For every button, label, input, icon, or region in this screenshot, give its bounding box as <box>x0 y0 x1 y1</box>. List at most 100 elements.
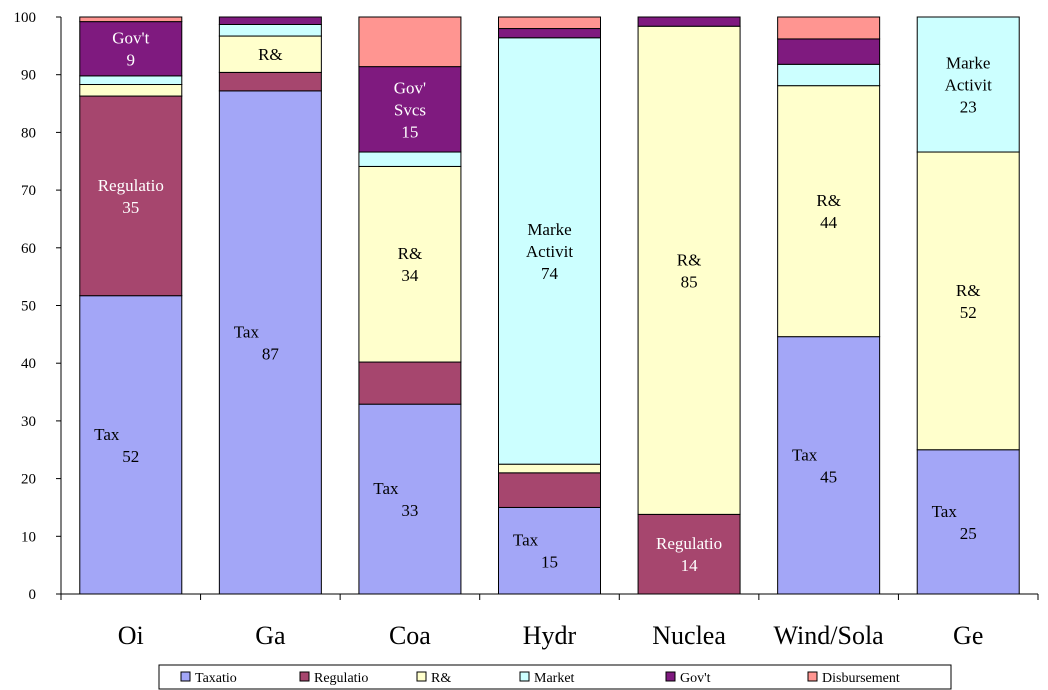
data-label: 25 <box>960 524 977 543</box>
data-label: Svcs <box>394 100 426 119</box>
data-label: Marke <box>527 220 571 239</box>
legend-label: Taxatio <box>195 671 237 686</box>
data-label: 9 <box>127 51 136 70</box>
bar-segment <box>79 16 183 23</box>
x-category-label: Oi <box>118 621 144 650</box>
bar-segment <box>916 151 1020 451</box>
bar-segment <box>498 463 601 474</box>
data-label: 33 <box>401 501 418 520</box>
y-tick-label: 90 <box>21 68 36 84</box>
bar-segment <box>218 71 322 92</box>
data-label: Tax <box>932 502 958 521</box>
y-tick-label: 50 <box>21 299 36 315</box>
data-label: Tax <box>373 479 399 498</box>
bar-segment <box>358 403 462 595</box>
x-category-label: Coa <box>389 621 431 650</box>
legend-box <box>158 664 952 690</box>
legend-label: Regulatio <box>314 671 368 686</box>
data-label: R& <box>677 250 702 269</box>
bar-segment <box>777 85 881 338</box>
y-tick-label: 40 <box>21 356 36 372</box>
data-label: 14 <box>681 556 699 575</box>
data-label: R& <box>398 244 423 263</box>
bars <box>79 16 1020 595</box>
x-category-label: Nuclea <box>652 621 726 650</box>
legend-label: R& <box>431 671 451 686</box>
bar-segment <box>358 66 462 153</box>
bar-segment <box>777 16 881 40</box>
data-label: 85 <box>681 272 698 291</box>
bar-segment <box>218 16 322 26</box>
data-label: Tax <box>94 425 120 444</box>
data-labels: Tax52Regulatio35Gov't9Tax87R&Tax33R&34Go… <box>94 29 992 575</box>
data-label: R& <box>258 45 283 64</box>
data-label: 15 <box>541 553 558 572</box>
data-label: 52 <box>960 303 977 322</box>
bar-segment <box>79 21 183 77</box>
bar-segment <box>79 95 183 297</box>
bar-segment <box>358 165 462 363</box>
bar-segment <box>777 336 881 595</box>
y-tick-label: 60 <box>21 241 36 257</box>
data-label: Activit <box>526 242 573 261</box>
data-label: Tax <box>234 322 260 341</box>
bar-segment <box>498 28 601 39</box>
bar-segment <box>79 75 183 86</box>
data-label: 87 <box>262 344 280 363</box>
bar-segment <box>218 90 322 595</box>
bar-segment <box>218 24 322 37</box>
data-label: Regulatio <box>98 176 164 195</box>
legend-swatch <box>299 671 310 682</box>
bar-segment <box>358 16 462 68</box>
data-label: Tax <box>792 445 818 464</box>
x-category-label: Wind/Sola <box>774 621 885 650</box>
x-category-label: Ge <box>953 621 983 650</box>
legend-swatch <box>416 671 427 682</box>
bar-segment <box>358 361 462 405</box>
legend-swatch <box>665 671 676 682</box>
data-label: R& <box>956 281 981 300</box>
y-tick-label: 30 <box>21 414 36 430</box>
y-tick-label: 100 <box>14 10 37 26</box>
bar-segment <box>79 295 183 595</box>
data-label: Activit <box>945 76 992 95</box>
data-label: 74 <box>541 264 559 283</box>
x-category-label: Hydr <box>523 621 577 650</box>
data-label: R& <box>816 191 841 210</box>
bar-segment <box>637 25 741 515</box>
data-label: Tax <box>513 531 539 550</box>
bar-segment <box>358 151 462 167</box>
legend-label: Gov't <box>680 671 711 686</box>
bar-segment <box>916 16 1020 153</box>
legend-swatch <box>807 671 818 682</box>
y-tick-label: 20 <box>21 472 36 488</box>
data-label: 34 <box>401 266 419 285</box>
bar-segment <box>218 35 322 73</box>
data-label: Gov't <box>112 29 149 48</box>
y-tick-label: 80 <box>21 125 36 141</box>
legend-swatch <box>180 671 191 682</box>
bar-segment <box>498 506 601 595</box>
bar-segment <box>79 84 183 97</box>
legend-label: Market <box>534 671 575 686</box>
data-label: 52 <box>122 447 139 466</box>
data-label: 23 <box>960 98 977 117</box>
bar-segment <box>637 513 741 595</box>
bar-segment <box>777 63 881 87</box>
bar-segment <box>498 37 601 465</box>
bar-segment <box>916 449 1020 595</box>
bar-segment <box>498 16 601 30</box>
bar-segment <box>498 472 601 508</box>
data-label: 35 <box>122 198 139 217</box>
data-label: 44 <box>820 213 838 232</box>
y-tick-label: 0 <box>29 587 37 603</box>
legend-label: Disbursement <box>822 671 900 686</box>
data-label: Regulatio <box>656 534 722 553</box>
bar-segment <box>637 16 741 27</box>
x-category-label: Ga <box>255 621 286 650</box>
axes: 0 10 20 30 40 50 60 70 80 90 100 Oi Ga Coa Hydr Nuclea W… <box>14 10 1039 650</box>
y-tick-label: 70 <box>21 183 36 199</box>
data-label: 15 <box>401 122 418 141</box>
y-tick-label: 10 <box>21 529 36 545</box>
